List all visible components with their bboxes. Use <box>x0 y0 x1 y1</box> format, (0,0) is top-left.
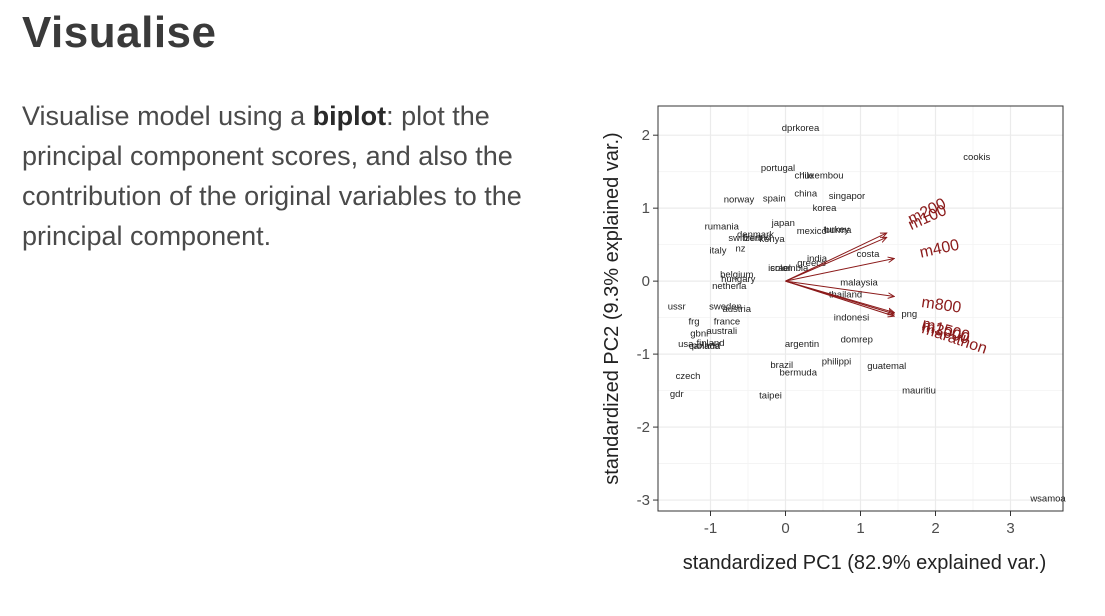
x-tick-label: 1 <box>856 520 864 537</box>
point-label: rumania <box>705 221 740 232</box>
y-tick-label: -2 <box>637 419 650 436</box>
y-tick-label: 2 <box>642 127 650 144</box>
point-label: portugal <box>761 163 795 174</box>
point-label: ussr <box>668 302 686 313</box>
y-axis-label: standardized PC2 (9.3% explained var.) <box>601 132 623 484</box>
y-tick-label: 0 <box>642 273 650 290</box>
point-label: greece <box>797 258 826 269</box>
body-text-biplot: biplot <box>312 101 387 131</box>
point-label: china <box>794 189 817 200</box>
point-label: mauritiu <box>902 386 936 397</box>
x-tick-label: -1 <box>704 520 717 537</box>
point-label: usa <box>678 339 694 350</box>
point-label: indonesi <box>834 313 869 324</box>
point-label: hungary <box>721 274 756 285</box>
point-label: argentin <box>785 339 819 350</box>
point-label: taipei <box>759 391 782 402</box>
point-label: india <box>807 254 828 265</box>
loading-arrow <box>785 280 895 296</box>
point-label: gbni <box>690 329 708 340</box>
point-label: belgium <box>720 270 753 281</box>
point-label: turkey <box>824 224 850 235</box>
slide-body-text: Visualise model using a biplot: plot the… <box>22 96 522 256</box>
variable-label: m400 <box>918 237 961 262</box>
point-label: chile <box>794 170 814 181</box>
loading-arrow <box>785 237 887 282</box>
point-label: italy <box>710 245 727 256</box>
point-label: korea <box>813 203 837 214</box>
biplot-chart: -1 0 1 2 3 -3 -2 -1 0 1 2 standardized PC1 (82.9% e… <box>601 105 1066 574</box>
point-label: norway <box>724 194 755 205</box>
loading-arrow <box>785 280 895 316</box>
point-label: finland <box>743 232 771 243</box>
point-label: spain <box>763 194 786 205</box>
point-label: czech <box>676 371 701 382</box>
point-label: finland <box>697 338 725 349</box>
point-label: brazil <box>770 360 793 371</box>
point-label: australi <box>706 326 737 337</box>
point-label: france <box>714 316 740 327</box>
y-tick-label: 1 <box>642 200 650 217</box>
point-label: colombia <box>770 263 809 274</box>
body-text-rest: : plot the principal component scores, a… <box>22 101 522 251</box>
point-label: netherla <box>712 281 747 292</box>
y-tick-label: -3 <box>637 492 650 509</box>
loading-arrow <box>785 233 887 282</box>
point-label: frg <box>688 316 699 327</box>
point-label: costa <box>857 249 880 260</box>
point-label: switzerl <box>728 233 760 244</box>
point-label: burma <box>825 225 853 236</box>
point-label: denmark <box>737 229 774 240</box>
point-label: singapor <box>829 191 865 202</box>
loading-arrow <box>785 259 895 282</box>
x-axis-label: standardized PC1 (82.9% explained var.) <box>683 552 1047 574</box>
point-label: png <box>901 309 917 320</box>
point-label: guatemal <box>867 361 906 372</box>
point-label: thailand <box>829 289 862 300</box>
point-label: israel <box>768 263 791 274</box>
point-label: luxembou <box>802 170 843 181</box>
point-label: gdr <box>670 389 684 400</box>
point-label: bermuda <box>780 367 818 378</box>
point-label: domrep <box>841 335 873 346</box>
body-text-lead: Visualise model using a <box>22 101 313 131</box>
variable-label: m800 <box>920 294 962 317</box>
point-label: dprkorea <box>782 123 820 134</box>
point-label: mexico <box>797 226 827 237</box>
panel-border <box>657 105 1064 512</box>
point-label: malaysia <box>840 278 878 289</box>
x-tick-label: 3 <box>1006 520 1014 537</box>
point-label: kenya <box>759 234 785 245</box>
point-label: sweden <box>709 302 742 313</box>
point-label: cookis <box>963 152 990 163</box>
y-tick-label: -1 <box>637 346 650 363</box>
slide-title: Visualise <box>22 8 217 57</box>
point-label: nz <box>735 243 745 254</box>
point-label: poland <box>692 340 721 351</box>
point-label: philippi <box>822 356 852 367</box>
point-label: canada <box>689 341 721 352</box>
point-label: wsamoa <box>1029 494 1066 505</box>
x-tick-label: 0 <box>781 520 789 537</box>
point-label: austria <box>722 304 751 315</box>
point-label: japan <box>771 218 795 229</box>
x-tick-label: 2 <box>931 520 939 537</box>
